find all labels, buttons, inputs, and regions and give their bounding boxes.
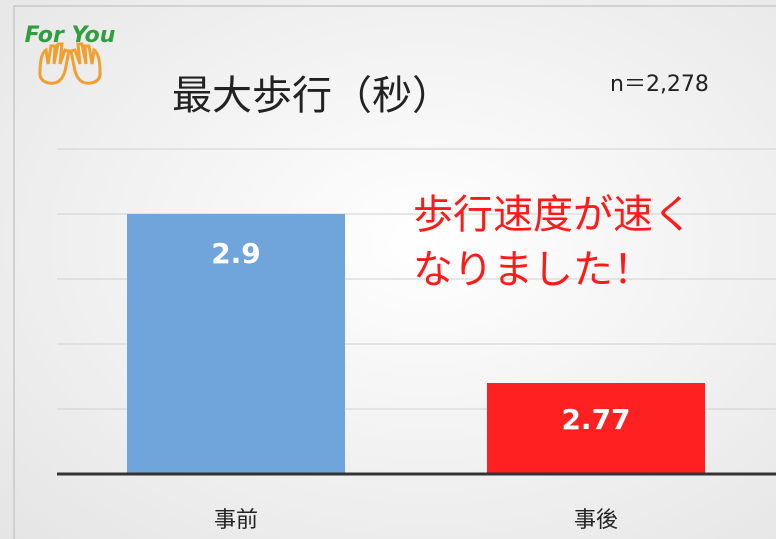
chart-title: 最大歩行（秒） [172, 73, 452, 119]
data-label: 2.9 [211, 237, 261, 270]
slide-border [13, 5, 776, 539]
bar [487, 383, 705, 474]
x-tick-label: 事前 [214, 508, 258, 533]
logo-hand [69, 42, 102, 85]
bar [127, 214, 345, 474]
plot-area: 2.9 事前 2.77 事後 [57, 148, 776, 533]
annotation: 歩行速度が速く [413, 192, 693, 238]
data-label: 2.77 [561, 403, 630, 436]
logo: For You [25, 23, 116, 85]
logo-hand [38, 42, 71, 85]
subtitle: n＝2,278 [610, 72, 709, 97]
logo-text: For You [25, 23, 116, 48]
annotation: なりました！ [413, 247, 653, 293]
x-tick-label: 事後 [574, 508, 618, 533]
